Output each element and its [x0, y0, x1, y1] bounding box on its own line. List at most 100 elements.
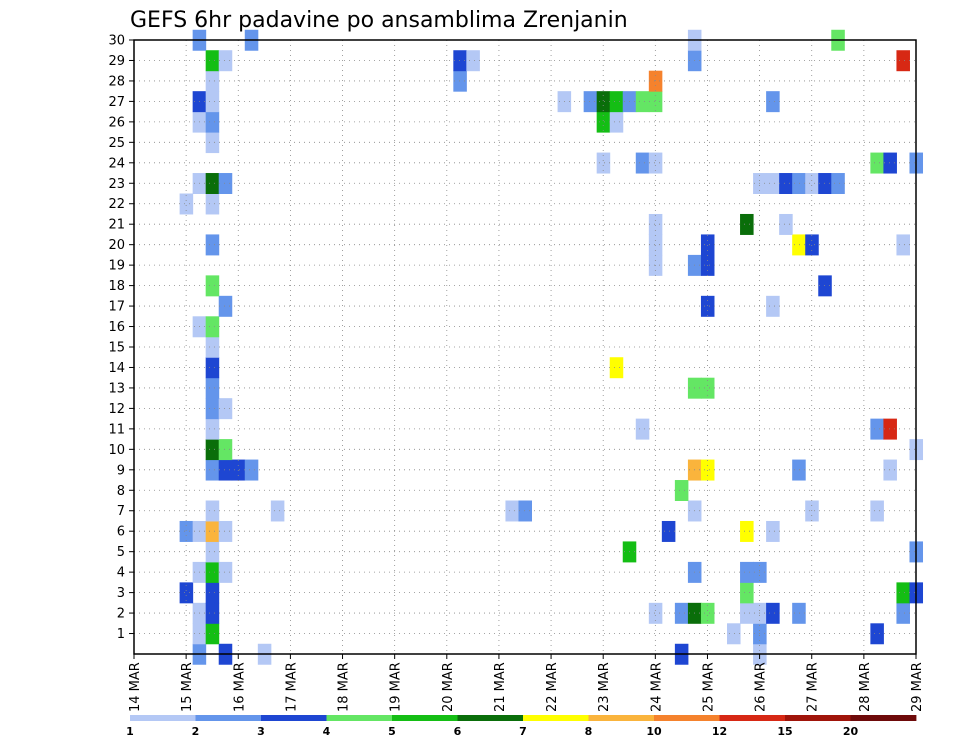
precip-cell — [883, 459, 897, 481]
precip-cell — [205, 50, 220, 72]
precip-cell — [896, 234, 910, 256]
y-tick-label: 6 — [117, 525, 125, 540]
precip-cell — [205, 561, 220, 583]
precip-cell — [831, 173, 845, 194]
y-tick-label: 21 — [108, 218, 125, 233]
precip-cell — [883, 418, 897, 440]
x-tick-label: 18 MAR — [337, 662, 352, 712]
precip-cell — [205, 91, 220, 113]
y-tick-label: 3 — [117, 586, 125, 601]
precip-cell — [218, 439, 233, 461]
precip-cell — [596, 91, 611, 113]
precip-cell — [205, 582, 220, 604]
legend-swatch — [392, 715, 458, 721]
x-tick-label: 17 MAR — [284, 662, 299, 712]
precip-cell — [674, 480, 689, 501]
legend-label: 15 — [777, 725, 792, 738]
y-tick-label: 25 — [108, 136, 125, 151]
chart-title: GEFS 6hr padavine po ansamblima Zrenjani… — [130, 8, 628, 33]
precip-cell — [635, 91, 650, 113]
precip-cell — [205, 111, 220, 133]
precip-cell — [648, 602, 663, 624]
precip-cell — [205, 541, 220, 563]
x-tick-label: 14 MAR — [128, 662, 143, 712]
precip-cell — [792, 234, 806, 256]
y-tick-label: 11 — [108, 422, 125, 437]
precip-cell — [205, 336, 220, 358]
precip-cell — [583, 91, 598, 113]
precip-cell — [792, 459, 806, 481]
y-tick-label: 10 — [108, 443, 125, 458]
precip-cell — [779, 213, 793, 235]
precip-cell — [205, 520, 220, 542]
y-tick-label: 26 — [108, 115, 125, 130]
precip-cell — [766, 602, 780, 624]
legend-label: 8 — [585, 725, 593, 738]
precip-cell — [205, 193, 220, 215]
precip-cell — [635, 152, 650, 174]
precip-cell — [648, 70, 663, 92]
legend-label: 20 — [843, 725, 859, 738]
precip-cell — [740, 602, 754, 624]
precip-cell — [609, 111, 624, 133]
precip-cell — [870, 500, 884, 522]
y-tick-label: 15 — [108, 341, 125, 356]
precip-cell — [205, 623, 220, 645]
precip-cell — [205, 500, 220, 522]
precip-cell — [766, 173, 780, 194]
y-tick-label: 30 — [108, 34, 125, 49]
y-tick-label: 18 — [108, 279, 125, 294]
y-tick-label: 9 — [117, 463, 125, 478]
x-tick-label: 15 MAR — [180, 662, 195, 712]
precip-cell — [453, 70, 467, 92]
precip-cell — [609, 357, 624, 379]
precip-cell — [609, 91, 624, 113]
y-tick-label: 16 — [108, 320, 125, 335]
x-tick-label: 22 MAR — [545, 662, 560, 712]
color-legend: 1 2 3 4 5 6 7 8 10 12 15 20 — [126, 715, 917, 738]
precip-cell — [244, 459, 259, 481]
y-tick-label: 28 — [108, 74, 125, 89]
legend-swatch — [195, 715, 262, 721]
precip-cell — [818, 275, 832, 297]
precip-cell — [205, 459, 220, 481]
precip-cell — [648, 91, 663, 113]
legend-swatch — [719, 715, 786, 721]
precip-cell — [270, 500, 285, 522]
precip-cell — [179, 193, 194, 215]
precip-cell — [205, 70, 220, 92]
precip-cell — [205, 275, 220, 297]
precip-cell — [766, 91, 780, 113]
precip-cell — [205, 418, 220, 440]
precipitation-cells — [179, 29, 924, 665]
x-tick-label: 28 MAR — [858, 662, 873, 712]
precip-cell — [740, 582, 754, 604]
x-tick-label: 16 MAR — [232, 662, 247, 712]
legend-swatch — [523, 715, 589, 721]
x-tick-label: 20 MAR — [441, 662, 456, 712]
y-tick-label: 29 — [108, 54, 125, 69]
y-tick-label: 27 — [108, 95, 125, 110]
precip-cell — [870, 623, 884, 645]
precip-cell — [700, 377, 715, 399]
precip-cell — [740, 213, 754, 235]
grid-lines — [134, 39, 916, 654]
precip-cell — [179, 582, 194, 604]
precip-cell — [896, 602, 910, 624]
precip-cell — [205, 357, 220, 379]
precip-cell — [453, 50, 467, 72]
precip-cell — [205, 132, 220, 154]
precip-cell — [505, 500, 519, 522]
precip-cell — [205, 602, 220, 624]
precip-cell — [870, 418, 884, 440]
precip-cell — [218, 398, 233, 420]
x-tick-label: 25 MAR — [701, 662, 716, 712]
legend-swatch — [130, 715, 196, 721]
y-tick-label: 24 — [108, 156, 125, 171]
precip-cell — [205, 234, 220, 256]
precip-cell — [205, 398, 220, 420]
precip-cell — [700, 295, 715, 317]
legend-label: 7 — [519, 725, 527, 738]
precip-cell — [805, 234, 819, 256]
y-tick-label: 7 — [117, 504, 125, 519]
